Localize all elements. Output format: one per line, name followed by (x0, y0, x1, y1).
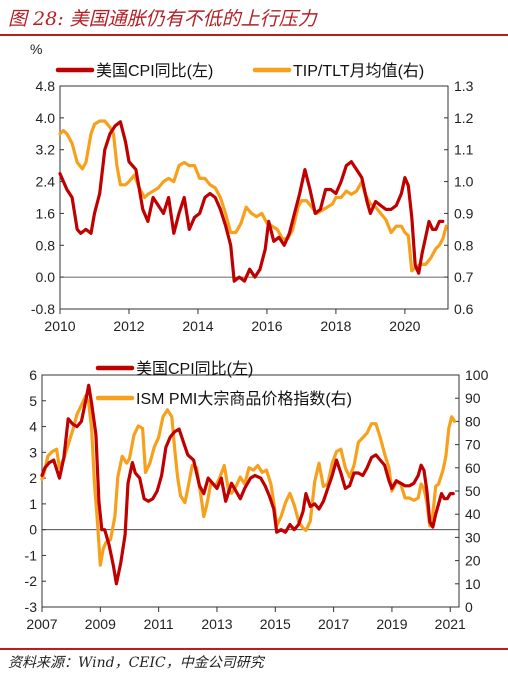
left-tick-label: 6 (29, 367, 37, 383)
right-tick-label: 0.6 (454, 301, 474, 317)
left-tick-label: -2 (25, 573, 38, 589)
legend-label: 美国CPI同比(左) (96, 62, 213, 80)
legend-label: TIP/TLT月均值(右) (293, 62, 424, 80)
x-tick-label: 2019 (376, 616, 407, 630)
right-tick-label: 20 (465, 553, 481, 569)
left-tick-label: 0.0 (36, 269, 56, 285)
left-tick-label: 3.2 (36, 142, 56, 158)
left-tick-label: -0.8 (31, 301, 55, 317)
left-tick-label: 0 (29, 522, 37, 538)
left-tick-label: 1.6 (36, 205, 56, 221)
plot-frame (41, 374, 460, 608)
title-rule (0, 34, 508, 36)
left-tick-label: 3 (29, 444, 37, 460)
right-tick-label: 60 (465, 460, 481, 476)
right-tick-label: 40 (465, 506, 481, 522)
x-tick-label: 2015 (260, 616, 291, 630)
plot-frame (59, 85, 449, 310)
series-line-cpi (58, 120, 445, 283)
right-tick-label: 10 (465, 576, 481, 592)
legend-label: 美国CPI同比(左) (136, 360, 253, 378)
left-tick-label: 4.0 (36, 110, 56, 126)
y-unit-label: % (30, 41, 42, 57)
x-tick-label: 2016 (251, 318, 282, 334)
x-tick-label: 2020 (389, 318, 420, 334)
right-tick-label: 90 (465, 390, 481, 406)
left-tick-label: 4 (29, 419, 37, 435)
left-tick-label: 1 (29, 496, 37, 512)
x-tick-label: 2011 (144, 616, 174, 630)
right-tick-label: 1.0 (454, 174, 474, 190)
right-tick-label: 50 (465, 483, 481, 499)
x-tick-label: 2012 (113, 318, 144, 334)
chart-cpi-vs-tip-tlt: -0.8 0.0 0.8 1.6 2.4 3.2 4.0 4.8 0.6 0.7 0.8 0.9 1.0… (30, 41, 474, 334)
right-tick-label: 0.8 (454, 237, 474, 253)
x-tick-label: 2017 (318, 616, 349, 630)
right-tick-label: 1.1 (454, 142, 474, 158)
left-tick-label: 0.8 (36, 237, 56, 253)
x-tick-label: 2007 (26, 616, 57, 630)
right-tick-label: 0 (465, 599, 473, 615)
x-tick-label: 2014 (182, 318, 213, 334)
right-tick-label: 0.9 (454, 205, 474, 221)
right-tick-label: 1.2 (454, 110, 474, 126)
series-line-right-axis (58, 119, 448, 273)
series-line-cpi (40, 383, 455, 586)
left-tick-label: -3 (25, 599, 38, 615)
x-tick-label: 2010 (44, 318, 75, 334)
left-tick-label: 5 (29, 393, 37, 409)
left-tick-label: 2 (29, 470, 37, 486)
right-tick-label: 0.7 (454, 269, 474, 285)
left-tick-label: 2.4 (36, 174, 56, 190)
right-tick-label: 30 (465, 529, 481, 545)
source-note: 资料来源：Wind，CEIC，中金公司研究 (8, 655, 264, 671)
right-tick-label: 1.3 (454, 78, 474, 94)
right-tick-label: 70 (465, 437, 481, 453)
right-tick-label: 100 (465, 367, 489, 383)
legend-label: ISM PMI大宗商品价格指数(右) (136, 390, 352, 408)
source-rule (0, 648, 508, 650)
x-tick-label: 2018 (320, 318, 351, 334)
x-tick-label: 2021 (435, 616, 466, 630)
right-tick-label: 80 (465, 413, 481, 429)
figure-title: 图 28: 美国通胀仍有不低的上行压力 (8, 8, 317, 30)
left-tick-label: 4.8 (36, 78, 56, 94)
x-tick-label: 2013 (201, 616, 232, 630)
x-tick-label: 2009 (85, 616, 116, 630)
left-tick-label: -1 (25, 547, 38, 563)
